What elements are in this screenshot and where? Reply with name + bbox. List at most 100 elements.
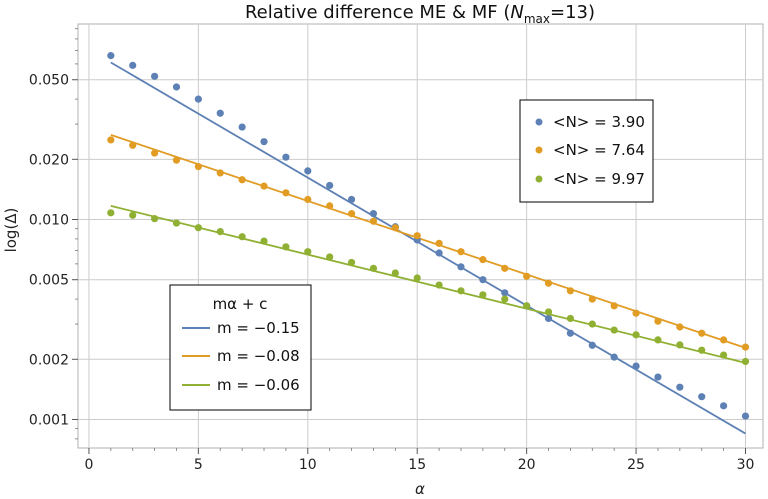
data-point — [720, 402, 728, 410]
legend-label-n390: <N> = 3.90 — [553, 113, 645, 131]
data-point — [304, 248, 312, 256]
data-point — [391, 224, 399, 232]
data-point — [194, 95, 202, 103]
y-axis: 0.001 0.002 0.005 0.010 0.020 0.050 — [29, 28, 78, 440]
data-point — [654, 336, 662, 344]
data-point — [150, 149, 159, 157]
data-point — [172, 219, 181, 227]
plot-frame — [77, 23, 764, 449]
legend-label-n997: <N> = 9.97 — [553, 170, 645, 188]
data-point — [654, 317, 662, 325]
data-point — [457, 287, 465, 295]
fit-line-1 — [110, 134, 746, 349]
data-point — [413, 274, 421, 282]
data-point — [720, 336, 728, 344]
data-point — [369, 264, 378, 272]
legend-label-m015: m = −0.15 — [217, 319, 300, 337]
data-point — [588, 295, 596, 303]
y-tick-label: 0.020 — [29, 152, 69, 168]
plot-border — [77, 23, 764, 449]
data-point — [544, 279, 553, 287]
data-point — [150, 72, 159, 80]
data-point — [172, 83, 181, 91]
legend-label-m008: m = −0.08 — [217, 347, 300, 365]
fit-line-0 — [110, 61, 746, 435]
legend-label-m006: m = −0.06 — [217, 376, 300, 394]
series-1 — [107, 136, 750, 351]
data-point — [435, 239, 443, 247]
data-point — [435, 249, 443, 257]
y-tick-label: 0.005 — [29, 273, 69, 289]
data-point — [588, 341, 596, 349]
y-tick-label: 0.010 — [29, 213, 69, 229]
data-point — [282, 243, 290, 251]
data-point — [304, 167, 312, 175]
y-axis-label: log(Δ) — [2, 208, 20, 253]
data-point — [501, 289, 509, 297]
legend-marker-n764 — [535, 146, 543, 154]
legend-label-n764: <N> = 7.64 — [553, 141, 645, 159]
legend-fits-box — [169, 284, 312, 411]
data-point — [698, 393, 706, 401]
data-point — [129, 141, 137, 149]
data-point — [304, 195, 312, 204]
legend-fits: mα + c m = −0.15 m = −0.08 m = −0.06 — [169, 284, 312, 411]
data-point — [741, 357, 750, 366]
data-point — [260, 237, 268, 245]
data-point — [741, 412, 750, 420]
x-tick-label: 0 — [84, 457, 93, 473]
data-point — [566, 287, 575, 295]
chart-title: Relative difference ME & MF (Nmax=13) — [245, 2, 595, 26]
data-point — [172, 156, 181, 164]
data-point — [216, 169, 224, 177]
data-point — [238, 233, 246, 241]
data-point — [129, 61, 137, 69]
series-2 — [107, 209, 750, 366]
data-point — [107, 136, 115, 144]
x-tick-label: 10 — [299, 457, 317, 473]
fit-line-2 — [110, 205, 746, 364]
data-point — [129, 211, 137, 219]
x-tick-label: 25 — [627, 457, 645, 473]
data-point — [347, 258, 356, 267]
chart-title-main: Relative difference ME & MF ( — [245, 2, 510, 23]
data-point — [698, 329, 706, 337]
data-point — [610, 302, 618, 310]
legend-points: <N> = 3.90 <N> = 7.64 <N> = 9.97 — [519, 99, 654, 203]
data-point — [369, 210, 378, 218]
x-axis-label: α — [415, 480, 425, 498]
legend-fits-title: mα + c — [213, 295, 268, 313]
data-point — [632, 331, 640, 339]
data-point — [369, 217, 378, 225]
data-point — [150, 215, 159, 223]
data-point — [676, 341, 684, 349]
data-point — [282, 153, 290, 161]
data-point — [107, 209, 115, 217]
data-point — [501, 295, 509, 303]
data-point — [391, 269, 399, 277]
data-point — [720, 351, 728, 359]
data-point — [326, 181, 334, 190]
data-point — [501, 264, 509, 272]
data-point — [107, 52, 115, 60]
data-point — [479, 291, 487, 299]
data-point — [457, 263, 465, 271]
x-tick-label: 30 — [737, 457, 755, 473]
data-point — [194, 162, 202, 171]
data-point — [194, 224, 202, 232]
data-point — [610, 326, 618, 334]
data-point — [566, 329, 575, 337]
data-point — [676, 383, 684, 391]
data-point — [523, 302, 531, 310]
y-tick-label: 0.050 — [29, 73, 69, 89]
data-point — [347, 210, 356, 218]
data-point — [457, 248, 465, 256]
data-point — [479, 276, 487, 284]
data-point — [676, 323, 684, 331]
legend-marker-n997 — [535, 175, 543, 183]
data-point — [741, 343, 750, 351]
legend-marker-n390 — [535, 118, 543, 126]
y-tick-label: 0.001 — [29, 412, 69, 428]
x-tick-label: 20 — [518, 457, 536, 473]
